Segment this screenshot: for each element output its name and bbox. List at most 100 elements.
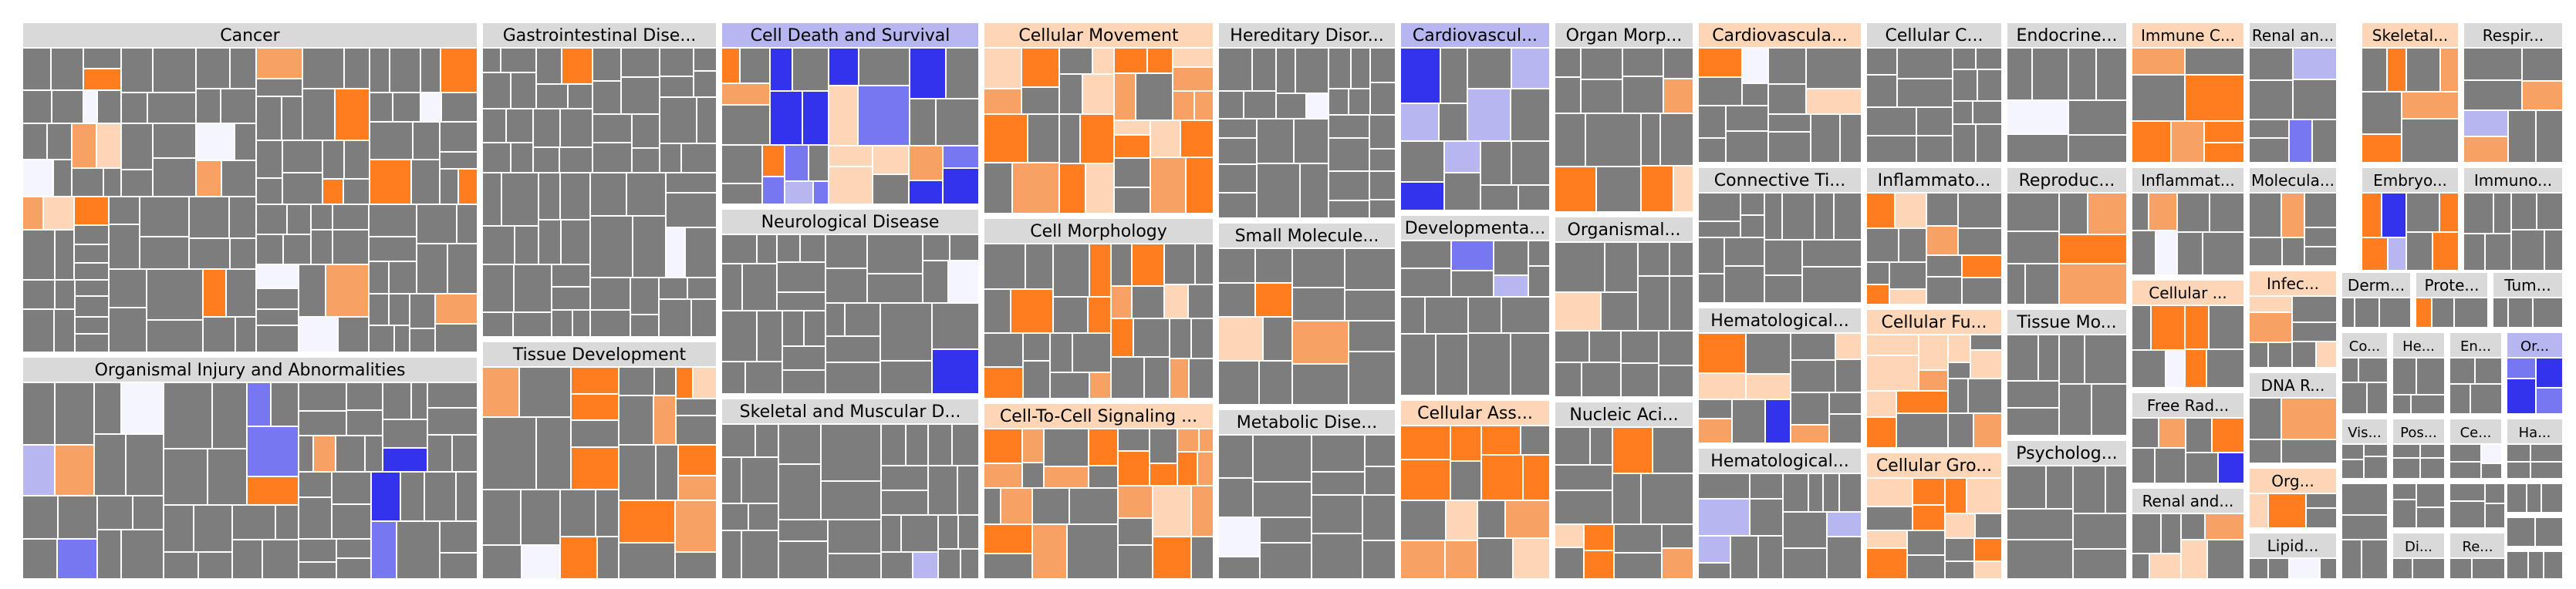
treemap-tile <box>510 72 537 109</box>
treemap-tile <box>2005 465 2047 510</box>
treemap-tile <box>262 539 299 581</box>
treemap-tile <box>1399 140 1445 183</box>
treemap-tile <box>720 423 756 458</box>
treemap-tile <box>1172 90 1195 121</box>
category-box: Hematological... <box>1696 305 1864 446</box>
treemap-tile <box>152 47 197 93</box>
treemap-tile <box>73 262 110 281</box>
treemap-tile <box>2493 192 2512 234</box>
treemap-tile <box>2484 482 2507 504</box>
treemap-tile <box>1865 390 1897 418</box>
treemap-tile <box>2453 297 2490 329</box>
treemap-tile <box>325 264 370 318</box>
treemap-tile <box>451 434 479 473</box>
treemap-tile <box>1673 165 1695 214</box>
treemap-tile <box>1113 157 1151 188</box>
treemap-tile <box>1021 47 1060 88</box>
treemap-tile <box>1749 498 1784 537</box>
treemap-tile <box>1973 560 2004 581</box>
treemap-tile <box>1512 537 1551 581</box>
treemap-tile <box>2288 119 2313 164</box>
treemap-tile <box>1510 332 1551 397</box>
treemap-tile <box>2072 513 2129 550</box>
treemap-tile <box>1697 418 1733 445</box>
treemap-tile <box>1311 434 1366 473</box>
category-frame <box>719 20 981 207</box>
treemap-tile <box>1291 320 1349 365</box>
treemap-tile <box>139 196 190 237</box>
treemap-tile <box>2527 550 2544 581</box>
treemap-tile <box>1152 536 1192 581</box>
treemap-tile <box>505 108 534 143</box>
category-label: Ce... <box>2460 425 2492 441</box>
treemap-tile <box>83 47 122 69</box>
treemap-tile <box>535 47 562 85</box>
treemap-tile <box>665 172 718 194</box>
treemap-tile <box>2401 118 2460 164</box>
treemap-tile <box>2505 461 2531 480</box>
treemap-tile <box>1669 275 1695 332</box>
treemap-tile <box>684 227 718 278</box>
treemap-tile <box>2247 295 2293 313</box>
treemap-tile <box>825 362 881 395</box>
category-frame <box>2004 20 2129 165</box>
category-frame <box>2447 330 2504 416</box>
treemap-tile <box>2535 357 2564 389</box>
treemap-tile <box>827 519 882 554</box>
treemap-tile <box>1637 275 1670 332</box>
treemap-tile <box>2005 334 2039 382</box>
category-box: Pos... <box>2390 416 2447 481</box>
treemap-tile <box>368 204 417 237</box>
category-label: Derm... <box>2348 276 2405 294</box>
treemap-tile <box>96 89 122 124</box>
category-label: En... <box>2460 338 2491 355</box>
category-frame <box>2339 481 2390 581</box>
treemap-tile <box>1177 428 1200 453</box>
treemap-tile <box>2366 382 2389 416</box>
treemap-tile <box>1828 392 1863 415</box>
category-label: Renal and... <box>2142 492 2234 510</box>
category-label: Small Molecule... <box>1235 227 1379 246</box>
category-label: Cellular Gro... <box>1876 456 1992 476</box>
treemap-tile <box>343 178 370 205</box>
treemap-tile <box>2203 142 2246 164</box>
category-label: Immuno... <box>2474 171 2552 190</box>
treemap-tile <box>947 260 981 304</box>
category-box: Hereditary Disor... <box>1216 20 1398 220</box>
category-box: Ce... <box>2447 416 2504 481</box>
category-box: Inflammato... <box>1864 165 2004 307</box>
treemap-tile <box>592 80 622 115</box>
treemap-tile <box>1553 490 1613 525</box>
category-box: Cellular Gro... <box>1864 450 2004 581</box>
category-header <box>2340 417 2389 445</box>
treemap-tile <box>551 309 573 338</box>
treemap-tile <box>905 423 929 466</box>
treemap-tile <box>2292 47 2338 80</box>
treemap-tile <box>951 423 981 466</box>
treemap-tile <box>255 47 303 79</box>
treemap-tile <box>1258 360 1293 406</box>
treemap-tile <box>1622 47 1664 77</box>
category-label: Nucleic Aci... <box>1569 406 1678 425</box>
treemap-tile <box>513 264 552 313</box>
treemap-tile <box>879 302 933 362</box>
treemap-tile <box>332 204 370 231</box>
treemap-tile <box>720 503 749 531</box>
treemap-tile <box>1113 187 1151 215</box>
treemap-tile <box>812 180 829 206</box>
category-header <box>1399 21 1551 49</box>
treemap-tile <box>756 234 778 264</box>
treemap-tile <box>188 237 231 270</box>
treemap-tile <box>1522 454 1551 501</box>
treemap-tile <box>1826 536 1863 581</box>
treemap-tile <box>1254 282 1293 318</box>
treemap-tile <box>2505 550 2529 581</box>
treemap-tile <box>2363 443 2389 457</box>
treemap-tile <box>1027 113 1060 163</box>
treemap-tile <box>2184 348 2207 389</box>
treemap-tile <box>1180 119 1215 158</box>
category-box: Renal an... <box>2247 20 2339 165</box>
category-label: Developmenta... <box>1405 219 1546 238</box>
treemap-tile <box>2024 263 2060 306</box>
treemap-tile <box>596 536 620 581</box>
